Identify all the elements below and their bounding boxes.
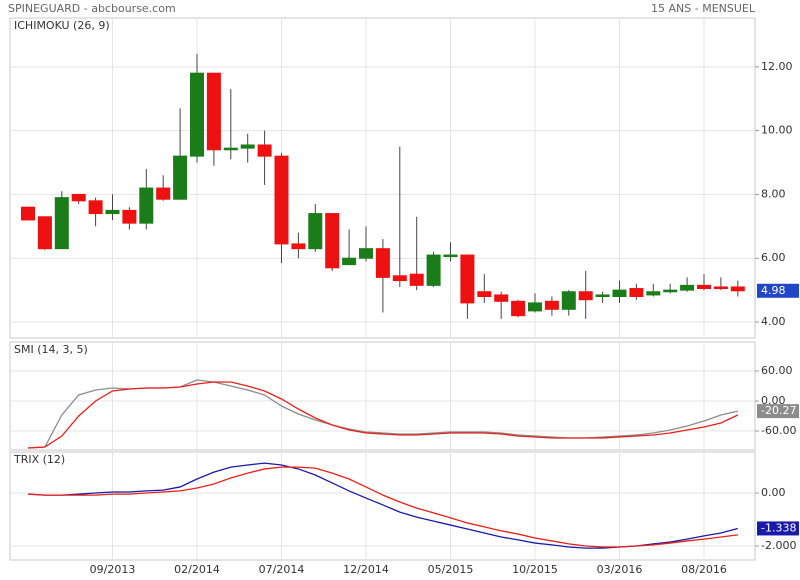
y-tick-label: -2.000 <box>761 539 796 552</box>
panel-frame <box>9 341 756 451</box>
candle-body <box>223 147 238 151</box>
candle-body <box>375 248 390 278</box>
candle-body <box>156 187 171 200</box>
y-tick-label: 12.00 <box>761 60 793 73</box>
x-tick-label: 02/2014 <box>174 563 220 576</box>
candle-body <box>190 72 204 157</box>
panel-title: ICHIMOKU (26, 9) <box>14 19 110 32</box>
candle-body <box>359 248 373 259</box>
candle-body <box>443 254 458 258</box>
candle-body <box>274 155 289 245</box>
candle-body <box>291 243 306 250</box>
last-value-label: 4.98 <box>761 284 786 297</box>
y-tick-label: 10.00 <box>761 124 793 137</box>
candle-body <box>578 291 593 301</box>
candle-body <box>37 216 52 250</box>
candle-body <box>646 291 661 296</box>
y-tick-label: 6.00 <box>761 251 786 264</box>
panel-title: TRIX (12) <box>13 453 65 466</box>
last-value-box <box>757 521 799 536</box>
x-tick-label: 10/2015 <box>512 563 558 576</box>
candle-body <box>409 273 424 286</box>
x-tick-label: 03/2016 <box>597 563 643 576</box>
x-tick-label: 12/2014 <box>343 563 389 576</box>
candle-body <box>392 275 407 282</box>
candle-body <box>713 286 728 290</box>
candle-body <box>544 300 559 310</box>
candle-body <box>612 289 627 298</box>
candle-body <box>595 294 610 298</box>
last-value-box <box>757 404 799 419</box>
candle-body <box>629 288 644 298</box>
series-line <box>27 466 738 548</box>
x-tick-label: 09/2013 <box>90 563 136 576</box>
y-tick-label: -60.00 <box>761 424 796 437</box>
last-value-label: -20.27 <box>761 404 796 417</box>
series-line <box>27 379 738 449</box>
candle-body <box>561 291 576 310</box>
y-tick-label: 0.00 <box>761 394 786 407</box>
candle-body <box>697 284 711 290</box>
candle-body <box>173 155 188 200</box>
candle-body <box>511 300 526 317</box>
last-value-box <box>757 283 799 298</box>
series-line <box>27 381 739 449</box>
candle-body <box>105 209 120 215</box>
page-subtitle: 15 ANS - MENSUEL <box>651 2 756 15</box>
candle-body <box>730 286 745 292</box>
candle-body <box>342 257 357 266</box>
last-value-label: -1.338 <box>761 521 796 534</box>
page-title: SPINEGUARD - abcbourse.com <box>8 2 176 15</box>
candle-body <box>325 213 340 269</box>
candle-body <box>663 289 678 293</box>
candle-body <box>122 209 137 224</box>
candle-body <box>528 302 542 312</box>
candle-body <box>308 213 323 250</box>
candle-body <box>139 187 154 224</box>
y-tick-label: 0.00 <box>761 486 786 499</box>
panel-frame <box>9 451 756 561</box>
candle-body <box>257 144 272 157</box>
candle-body <box>88 200 103 215</box>
y-tick-label: 60.00 <box>761 364 793 377</box>
series-line <box>27 462 738 549</box>
candle-body <box>71 193 86 202</box>
candle-body <box>477 291 492 298</box>
y-tick-label: 8.00 <box>761 187 786 200</box>
candle-body <box>240 144 255 149</box>
y-tick-label: 4.00 <box>761 315 786 328</box>
x-tick-label: 08/2016 <box>681 563 727 576</box>
candle-body <box>426 254 441 286</box>
candle-body <box>54 197 69 250</box>
panel-title: SMI (14, 3, 5) <box>14 343 88 356</box>
x-tick-label: 07/2014 <box>259 563 305 576</box>
candle-body <box>494 294 509 302</box>
candle-body <box>680 284 695 291</box>
panel-frame <box>9 17 756 339</box>
candle-body <box>21 206 35 221</box>
x-tick-label: 05/2015 <box>428 563 474 576</box>
candle-body <box>460 254 475 304</box>
candle-body <box>206 72 221 151</box>
